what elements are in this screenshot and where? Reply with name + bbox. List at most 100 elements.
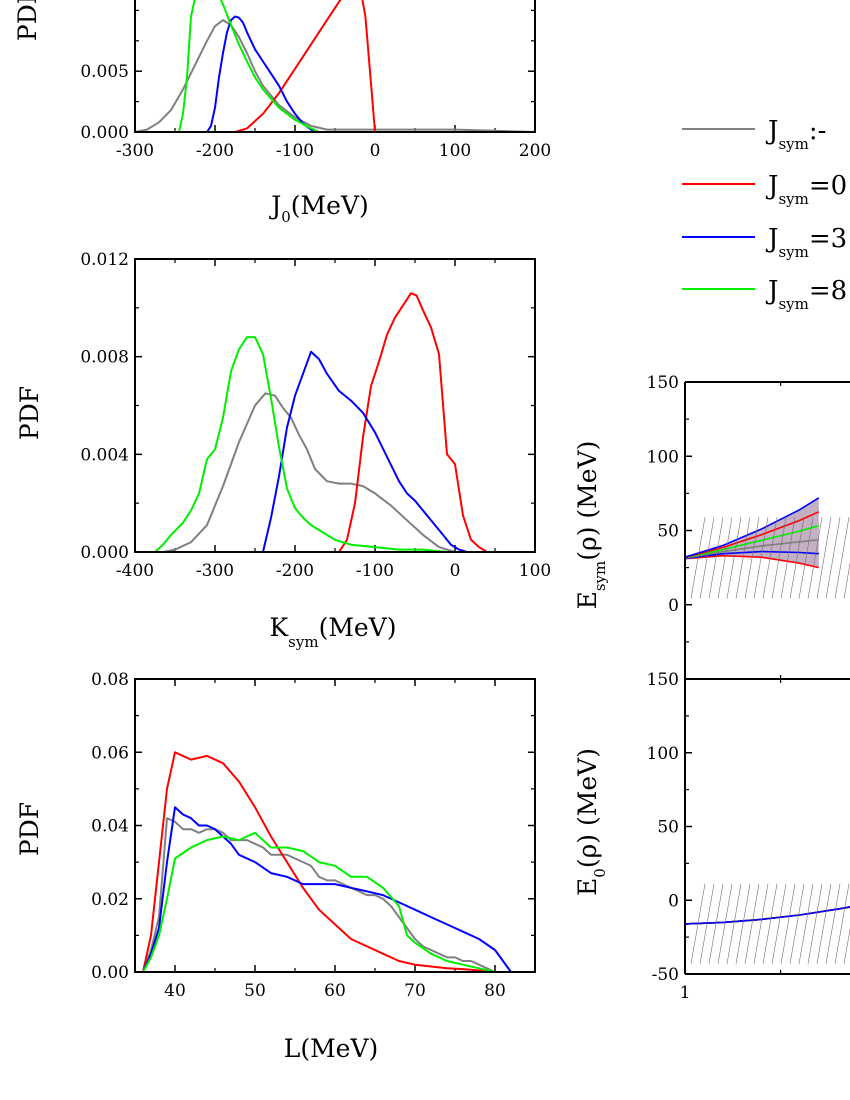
legend-label-rest: =3 <box>809 224 847 254</box>
legend-label-rest: =0 <box>809 171 847 201</box>
e0-band-hatch <box>834 883 850 964</box>
panel-e0: E0(ρ) (MeV) -5005010015012 <box>573 670 850 1003</box>
legend-label-1: Jsym=0 <box>765 171 847 208</box>
esym-band-curve-5 <box>684 497 820 558</box>
esym-band-hatch <box>843 562 850 599</box>
l-xtick-label: 60 <box>324 981 346 1001</box>
l-ytick-label: 0.02 <box>91 890 129 910</box>
legend-label-main: J <box>765 276 778 306</box>
ksym-ytick-label: 0.000 <box>80 543 129 563</box>
esym-band-hatch <box>708 517 724 599</box>
esym-band-hatch <box>816 517 832 599</box>
l-xtick-label: 40 <box>164 981 186 1001</box>
l-xtick-label: 50 <box>244 981 266 1001</box>
esym-band-hatch <box>807 517 823 599</box>
esym-band-curve-4 <box>684 511 820 559</box>
e0-band-curve-5 <box>684 905 850 925</box>
j0-xtick-label: -300 <box>116 141 154 161</box>
ksym-series-line-2 <box>262 350 468 553</box>
j0-series-line-2 <box>206 15 535 133</box>
e0-band-hatch <box>708 883 724 964</box>
e0-ytick-label: 150 <box>647 670 679 690</box>
l-ytick-label: 0.00 <box>91 963 129 983</box>
panel-l-xlabel: L(MeV) <box>284 1034 379 1063</box>
esym-band-hatch <box>690 517 706 599</box>
e0-band-hatch <box>762 883 778 964</box>
e0-band-hatch <box>807 883 823 964</box>
esym-ytick-label: 150 <box>647 373 679 393</box>
l-xtick-label: 70 <box>404 981 426 1001</box>
esym-band-hatch <box>762 517 778 599</box>
ksym-xtick-label: 100 <box>519 561 551 581</box>
panel-esym-ylabel: Esym(ρ) (MeV) <box>573 441 609 610</box>
esym-band-hatch <box>753 517 769 599</box>
legend-label-2: Jsym=3 <box>765 224 847 261</box>
j0-xtick-label: 100 <box>439 141 471 161</box>
e0-band-hatch <box>744 883 760 964</box>
e0-band-hatch <box>780 883 796 964</box>
esym-band-hatch <box>744 517 760 599</box>
e0-band-hatch <box>798 883 814 964</box>
e0-band-hatch <box>699 883 715 964</box>
ksym-xtick-label: -200 <box>276 561 314 581</box>
l-ytick-label: 0.04 <box>91 817 129 837</box>
l-ytick-label: 0.08 <box>91 670 129 690</box>
panel-ksym-xlabel: Ksym(MeV) <box>269 613 396 651</box>
panel-l-frame <box>134 678 536 973</box>
panel-j0-xlabel: J0(MeV) <box>268 191 369 226</box>
esym-band-hatch <box>735 517 751 599</box>
esym-ytick-label: 0 <box>668 596 679 616</box>
l-ytick-label: 0.06 <box>91 743 129 763</box>
e0-band-hatch <box>816 883 832 964</box>
panel-j0: PDF -300 -200 -100 0 100 200 0.000 0.005 J0(MeV… <box>13 0 551 226</box>
esym-band-curve-1 <box>684 550 819 560</box>
legend-label-rest: =8 <box>809 276 847 306</box>
panel-j0-ylabel: PDF <box>13 0 42 41</box>
ksym-series-line-0 <box>162 392 456 553</box>
legend-label-sub: sym <box>778 243 808 261</box>
j0-ytick-label: 0.005 <box>80 62 129 82</box>
panel-ksym-frame <box>134 258 536 553</box>
e0-band-fill <box>685 906 850 924</box>
l-series-line-0 <box>142 817 496 973</box>
ksym-ytick-label: 0.008 <box>80 348 129 368</box>
esym-band-hatch <box>798 517 814 599</box>
legend-label-main: J <box>765 224 778 254</box>
e0-band-hatch <box>690 883 706 964</box>
e0-band-hatch <box>843 927 850 964</box>
ksym-xtick-label: -100 <box>356 561 394 581</box>
esym-band-hatch <box>726 517 742 599</box>
esym-band-curve-2 <box>684 538 819 559</box>
panel-l: PDF 40 50 60 70 80 0.00 0.02 0.04 0.06 0.08 L(MeV… <box>15 670 536 1063</box>
panel-ksym: PDF -400 -300 -200 -100 0 100 0.000 0.004 0.008 0… <box>15 250 551 651</box>
e0-ytick-label: 50 <box>657 818 679 838</box>
legend-label-3: Jsym=8 <box>765 276 847 313</box>
ksym-ytick-label: 0.012 <box>80 250 129 270</box>
e0-band-hatch <box>726 883 742 964</box>
esym-band-hatch <box>771 517 787 599</box>
e0-ytick-label: 100 <box>647 744 679 764</box>
e0-band-hatch <box>753 883 769 964</box>
esym-band-hatch <box>825 517 841 599</box>
l-series-line-1 <box>142 751 496 973</box>
legend-label-0: Jsym:- <box>765 116 826 153</box>
j0-xtick-label: 0 <box>370 141 381 161</box>
j0-ytick-label: 0.000 <box>80 123 129 143</box>
ksym-xtick-label: 0 <box>450 561 461 581</box>
e0-ytick-label: 0 <box>668 891 679 911</box>
j0-xtick-label: -100 <box>276 141 314 161</box>
e0-band-hatch <box>825 883 841 964</box>
legend-label-main: J <box>765 116 778 146</box>
ksym-xtick-label: -400 <box>116 561 154 581</box>
esym-band-hatch <box>789 517 805 599</box>
esym-band-hatch <box>699 517 715 599</box>
esym-band-curve-3 <box>684 524 820 559</box>
panel-ksym-ylabel: PDF <box>15 386 44 440</box>
l-series-line-2 <box>142 806 512 973</box>
esym-ytick-label: 50 <box>657 522 679 542</box>
esym-band-hatch <box>780 517 796 599</box>
esym-band-curve-0 <box>684 554 819 569</box>
